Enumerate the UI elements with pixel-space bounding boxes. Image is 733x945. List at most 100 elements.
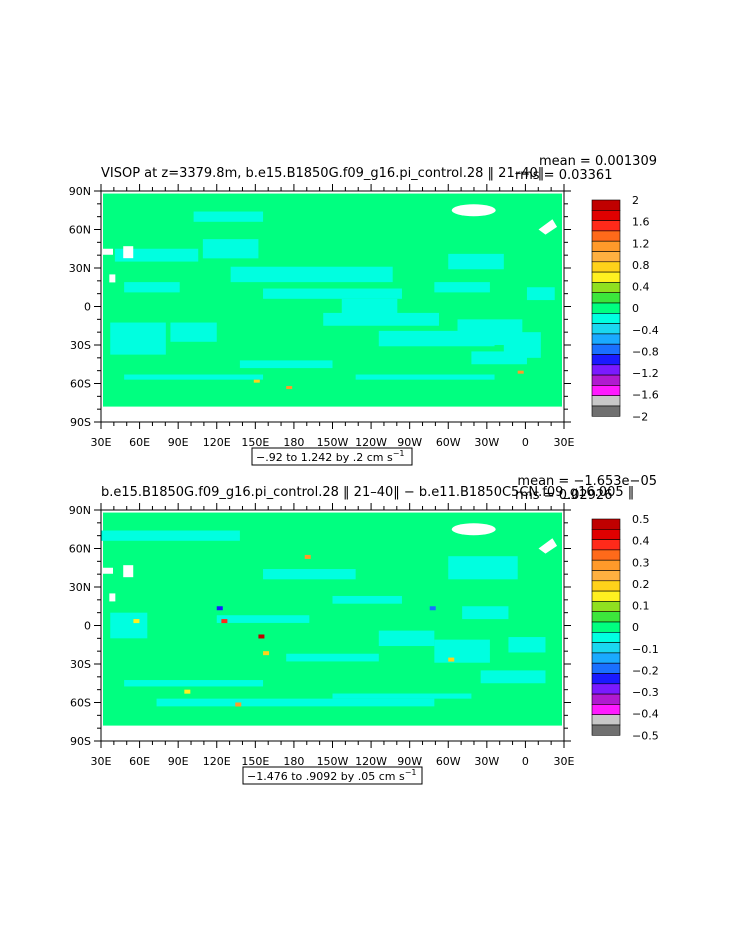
colorbar-cell [591,251,621,263]
x-tick-label: 30E [91,755,112,768]
y-tick-label: 0 [84,301,91,314]
colorbar-label: 1.2 [632,237,650,250]
colorbar-cell [591,590,621,602]
land-mask [109,274,116,283]
anomaly-patch [110,322,166,355]
colorbar-cell [591,683,621,695]
anomaly-blob [216,606,223,611]
anomaly-patch [263,569,356,580]
anomaly-patch [202,239,259,259]
colorbar-cell [591,693,621,705]
anomaly-blob [304,554,311,559]
anomaly-patch [323,312,439,326]
y-tick-label: 0 [84,620,91,633]
colorbar-label: 1.6 [632,216,650,229]
anomaly-blob [258,634,265,639]
y-tick-label: 90N [69,185,91,198]
colorbar-label: −0.2 [632,664,659,677]
x-tick-label: 0 [522,755,529,768]
y-tick-label: 60N [69,543,91,556]
x-tick-label: 60E [129,755,150,768]
anomaly-patch [332,693,472,699]
colorbar-cell [591,374,621,386]
anomaly-blob [263,651,270,656]
land-mask [451,523,496,536]
range-box [251,447,413,466]
land-mask [109,593,116,602]
anomaly-blob [429,606,436,611]
anomaly-patch [263,288,402,299]
x-tick-label: 60E [129,436,150,449]
x-tick-label: 150E [241,755,269,768]
colorbar-label: 0.5 [632,513,650,526]
colorbar-label: −0.4 [632,708,659,721]
y-tick-label: 90S [70,416,91,429]
colorbar-cell [591,528,621,540]
colorbar-cell [591,292,621,304]
anomaly-blob [133,619,140,624]
colorbar-cell [591,570,621,582]
x-tick-label: 90W [397,755,422,768]
x-tick-label: 60W [436,436,461,449]
colorbar-cell [591,230,621,242]
x-tick-label: 30E [554,436,575,449]
colorbar-cell [591,282,621,293]
colorbar-cell [591,580,621,592]
colorbar-cell [591,662,621,674]
x-tick-label: 0 [522,436,529,449]
y-tick-label: 60S [70,697,91,710]
x-tick-label: 150W [317,436,349,449]
anomaly-blob [221,619,228,624]
colorbar-cell [591,642,621,654]
colorbar-label: 2 [632,194,639,207]
x-tick-label: 30W [474,436,499,449]
colorbar-cell [591,601,621,613]
y-tick-label: 30S [70,658,91,671]
colorbar-cell [591,220,621,232]
colorbar-cell [591,240,621,252]
colorbar-cell [591,395,621,407]
y-tick-label: 60N [69,224,91,237]
anomaly-patch [341,298,398,315]
anomaly-patch [355,374,495,380]
colorbar-cell [591,261,621,273]
y-tick-label: 30S [70,339,91,352]
x-tick-label: 90W [397,436,422,449]
land-mask [538,219,558,235]
x-tick-label: 90E [168,755,189,768]
anomaly-blob [517,370,524,374]
colorbar-cell [591,333,621,345]
colorbar-cell [591,210,621,221]
x-tick-label: 120W [355,436,387,449]
colorbar-label: −1.6 [632,389,659,402]
rms-label: rms = 0.03361 [515,168,612,183]
x-tick-label: 120W [355,755,387,768]
anomaly-patch [170,322,217,342]
rms-label: rms = 0.02926 [515,488,612,503]
x-tick-label: 30E [91,436,112,449]
colorbar-cell [591,559,621,571]
colorbar-label: −1.2 [632,367,659,380]
colorbar-label: 0 [632,621,639,634]
colorbar-cell [591,539,621,551]
colorbar-label: −0.8 [632,345,659,358]
range-unit-exponent: −1 [393,449,405,458]
map-panel-2: 30E 60E 90E 120E 150E 180 150W 120W 90W 60W 30W 0 30… [69,474,659,785]
x-tick-label: 150W [317,755,349,768]
anomaly-patch [526,287,555,301]
land-mask [101,567,113,574]
colorbar-cell [591,549,621,561]
colorbar-cell [591,385,621,396]
anomaly-patch [480,670,546,684]
anomaly-patch [216,615,310,623]
anomaly-blob [253,379,260,383]
colorbar-label: −0.4 [632,324,659,337]
anomaly-patch [101,530,240,541]
map-panel-1: 30E 60E 90E 120E 150E 180 150W 120W 90W 60W 30W 0 30… [69,154,659,466]
colorbar-label: 0.4 [632,535,650,548]
colorbar-cell [591,673,621,685]
anomaly-patch [193,211,264,222]
anomaly-patch [462,606,509,620]
colorbar-label: −0.1 [632,643,659,656]
